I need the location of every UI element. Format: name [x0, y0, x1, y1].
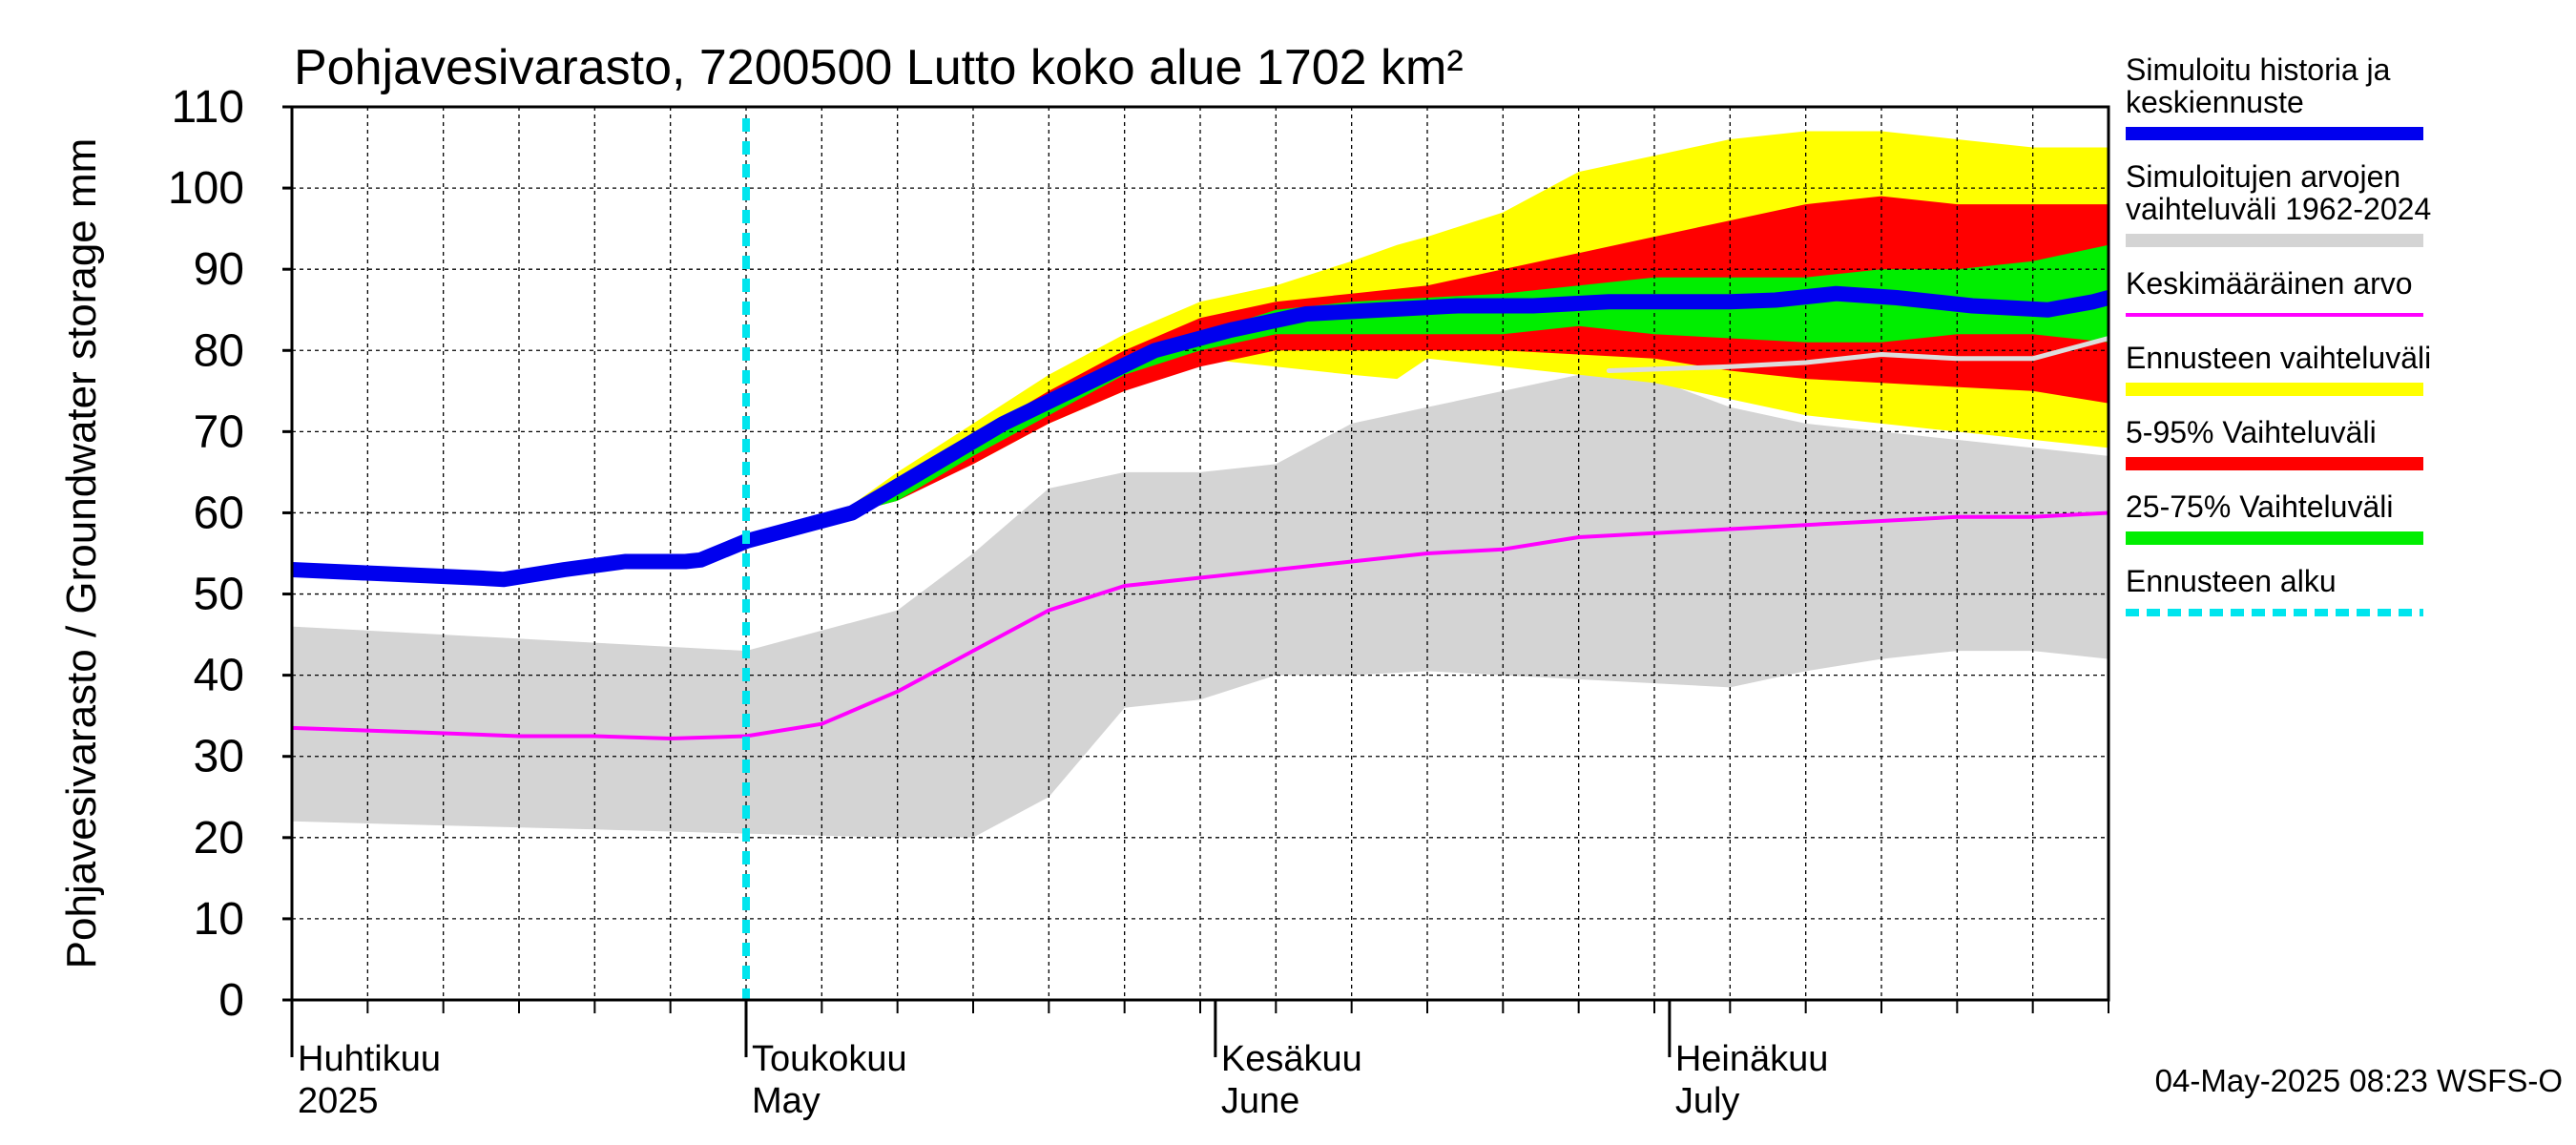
- lines-layer: [292, 118, 2109, 1000]
- legend-label: vaihteluväli 1962-2024: [2126, 192, 2431, 226]
- y-axis-label: Pohjavesivarasto / Groundwater storage m…: [58, 138, 105, 969]
- y-tick-label: 110: [171, 82, 244, 133]
- month-label-en: 2025: [298, 1081, 379, 1121]
- legend-swatch: [2126, 531, 2423, 545]
- legend-label: 5-95% Vaihteluväli: [2126, 415, 2377, 449]
- legend-label: Keskimääräinen arvo: [2126, 266, 2413, 301]
- band-25-75: [852, 244, 2109, 513]
- legend-swatch: [2126, 234, 2423, 247]
- chart-title: Pohjavesivarasto, 7200500 Lutto koko alu…: [294, 40, 1464, 95]
- month-label-fi: Huhtikuu: [298, 1039, 441, 1079]
- legend-label: keskiennuste: [2126, 85, 2304, 119]
- y-tick-label: 40: [194, 651, 244, 701]
- y-tick-label: 50: [194, 570, 244, 620]
- y-tick-label: 20: [194, 813, 244, 864]
- legend-label: Simuloitujen arvojen: [2126, 159, 2400, 194]
- month-label-en: June: [1221, 1081, 1299, 1121]
- legend-label: 25-75% Vaihteluväli: [2126, 489, 2393, 524]
- legend-label: Ennusteen alku: [2126, 564, 2337, 598]
- band-5-95: [852, 196, 2109, 513]
- y-tick-label: 80: [194, 325, 244, 376]
- y-tick-label: 60: [194, 488, 244, 538]
- month-label-fi: Toukokuu: [752, 1039, 907, 1079]
- month-label-fi: Heinäkuu: [1675, 1039, 1829, 1079]
- legend-swatch: [2126, 383, 2423, 396]
- line-median-hist: [1606, 336, 2109, 373]
- timestamp: 04-May-2025 08:23 WSFS-O: [2155, 1063, 2563, 1098]
- month-label-en: May: [752, 1081, 821, 1121]
- legend-label: Simuloitu historia ja: [2126, 52, 2391, 87]
- month-label-fi: Kesäkuu: [1221, 1039, 1362, 1079]
- legend-label: Ennusteen vaihteluväli: [2126, 341, 2431, 375]
- y-tick-label: 90: [194, 244, 244, 295]
- line-average: [292, 510, 2109, 740]
- y-tick-label: 70: [194, 406, 244, 457]
- line-history: [292, 285, 2109, 588]
- grid-layer: [292, 107, 2109, 1000]
- y-tick-label: 30: [194, 732, 244, 782]
- month-label-en: July: [1675, 1081, 1740, 1121]
- y-tick-label: 100: [168, 163, 244, 214]
- legend-swatch: [2126, 457, 2423, 470]
- y-tick-label: 0: [218, 975, 244, 1026]
- y-tick-label: 10: [194, 894, 244, 945]
